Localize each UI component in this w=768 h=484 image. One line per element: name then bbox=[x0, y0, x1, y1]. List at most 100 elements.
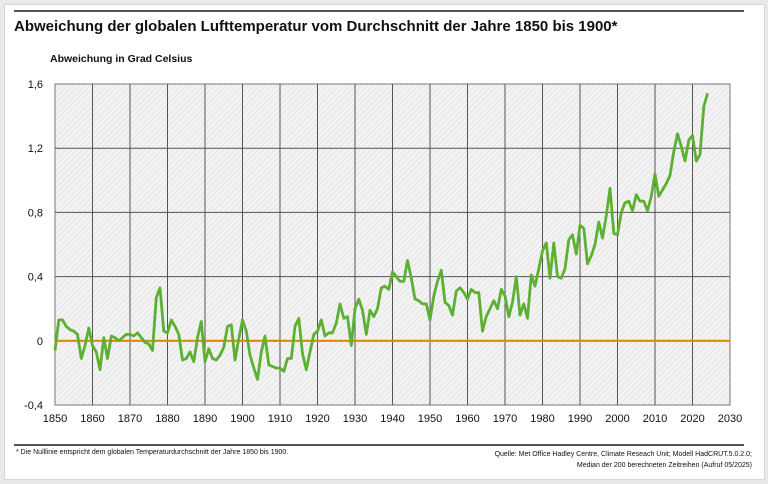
data-point bbox=[672, 150, 675, 153]
data-point bbox=[207, 348, 210, 350]
data-point bbox=[609, 187, 611, 190]
x-tick-label: 1990 bbox=[568, 413, 592, 425]
data-point bbox=[346, 315, 349, 318]
source-line-2: Median der 200 berechneten Zeitreihen (A… bbox=[576, 462, 752, 469]
data-point bbox=[279, 367, 281, 369]
data-point bbox=[639, 200, 641, 202]
data-point bbox=[102, 336, 105, 339]
data-point bbox=[395, 275, 398, 278]
data-point bbox=[537, 267, 540, 270]
data-point bbox=[125, 333, 128, 336]
data-point bbox=[290, 357, 293, 360]
x-tick-label: 1900 bbox=[230, 413, 254, 425]
data-point bbox=[57, 319, 60, 321]
data-point bbox=[564, 267, 566, 270]
data-point bbox=[429, 319, 431, 321]
data-point bbox=[582, 227, 585, 230]
x-tick-label: 2000 bbox=[605, 413, 629, 425]
data-point bbox=[612, 232, 615, 235]
data-point bbox=[575, 253, 578, 255]
data-point bbox=[447, 304, 450, 307]
data-point bbox=[260, 351, 263, 353]
data-point bbox=[410, 277, 413, 280]
data-point bbox=[436, 280, 439, 283]
bottom-rule bbox=[14, 444, 744, 446]
data-point bbox=[477, 291, 480, 294]
data-point bbox=[646, 209, 649, 212]
data-point bbox=[256, 378, 259, 381]
data-point bbox=[590, 254, 593, 257]
data-point bbox=[65, 325, 68, 328]
data-point bbox=[177, 333, 180, 336]
x-tick-label: 2030 bbox=[718, 413, 742, 425]
data-point bbox=[687, 139, 690, 141]
data-point bbox=[129, 333, 131, 336]
data-point bbox=[399, 280, 401, 283]
data-point bbox=[552, 242, 555, 244]
data-point bbox=[635, 193, 638, 196]
data-point bbox=[99, 368, 101, 371]
data-point bbox=[271, 365, 274, 368]
data-point bbox=[110, 335, 113, 337]
source-note: Quelle: Met Office Hadley Centre, Climat… bbox=[495, 449, 752, 471]
data-point bbox=[234, 359, 236, 361]
data-point bbox=[54, 349, 56, 352]
data-point bbox=[579, 224, 581, 227]
y-tick-label: 0 bbox=[37, 336, 43, 348]
data-point bbox=[387, 288, 390, 291]
x-tick-label: 1960 bbox=[455, 413, 479, 425]
x-tick-label: 1930 bbox=[343, 413, 367, 425]
data-point bbox=[650, 195, 653, 198]
data-point bbox=[571, 234, 574, 236]
data-point bbox=[297, 317, 300, 320]
data-point bbox=[166, 331, 169, 334]
data-point bbox=[162, 330, 165, 332]
data-point bbox=[237, 338, 240, 340]
data-point bbox=[121, 336, 124, 339]
x-tick-label: 1880 bbox=[155, 413, 179, 425]
data-point bbox=[215, 359, 218, 361]
data-point bbox=[331, 331, 334, 334]
data-point bbox=[594, 243, 596, 246]
data-point bbox=[192, 360, 195, 363]
data-point bbox=[620, 211, 623, 214]
data-point bbox=[174, 325, 176, 328]
data-point bbox=[80, 357, 83, 360]
data-point bbox=[144, 341, 146, 344]
data-point bbox=[455, 290, 458, 292]
data-point bbox=[249, 354, 251, 357]
data-point bbox=[155, 296, 158, 299]
data-point bbox=[241, 319, 244, 321]
data-point bbox=[361, 309, 364, 312]
data-point bbox=[432, 295, 435, 297]
data-point bbox=[211, 357, 214, 360]
data-point bbox=[312, 333, 315, 336]
data-point bbox=[489, 307, 491, 310]
data-point bbox=[451, 314, 454, 316]
data-point bbox=[117, 340, 120, 342]
data-point bbox=[567, 238, 570, 241]
data-point bbox=[485, 315, 488, 318]
x-tick-label: 1980 bbox=[530, 413, 554, 425]
data-point bbox=[369, 309, 371, 312]
data-point bbox=[294, 325, 296, 328]
data-point bbox=[624, 201, 626, 204]
data-point bbox=[136, 331, 139, 334]
y-tick-label: 1,6 bbox=[28, 79, 43, 91]
data-point bbox=[72, 330, 75, 332]
data-point bbox=[372, 315, 375, 318]
data-point bbox=[132, 335, 135, 337]
x-tick-label: 2020 bbox=[680, 413, 704, 425]
data-point bbox=[61, 319, 64, 321]
data-point bbox=[654, 173, 656, 175]
y-tick-label: 0,8 bbox=[28, 207, 43, 219]
data-point bbox=[515, 275, 518, 278]
data-point bbox=[601, 237, 604, 239]
data-point bbox=[301, 352, 304, 355]
data-point bbox=[354, 307, 356, 310]
data-point bbox=[305, 368, 308, 371]
chart-title: Abweichung der globalen Lufttemperatur v… bbox=[14, 18, 618, 35]
data-point bbox=[286, 357, 289, 360]
data-point bbox=[402, 280, 405, 283]
